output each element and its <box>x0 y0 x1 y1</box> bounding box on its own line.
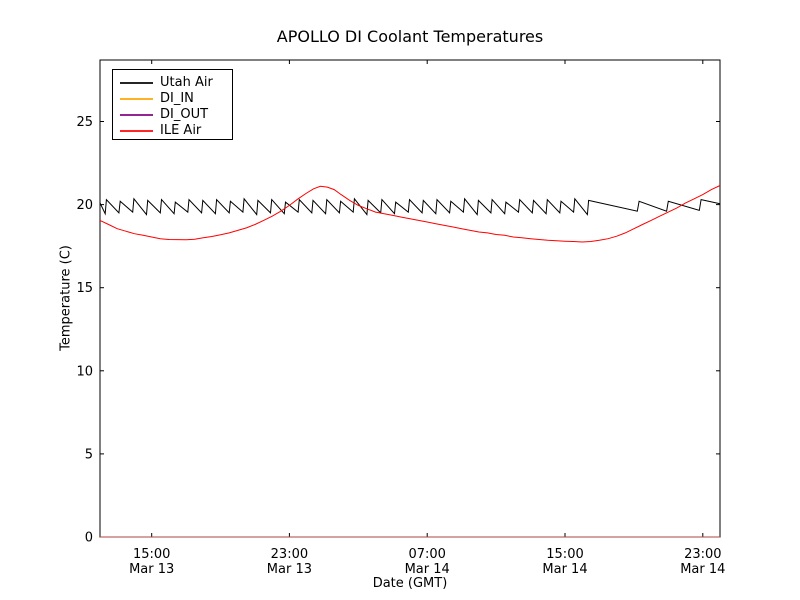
legend-line-utah-air <box>120 82 153 84</box>
x-tick-time-label: 23:00 <box>684 547 721 562</box>
legend-line-ile-air <box>120 130 153 132</box>
series-line-utah-air <box>99 197 721 216</box>
legend-item-ile-air: ILE Air <box>113 123 232 139</box>
y-tick-label: 20 <box>76 198 93 213</box>
x-tick-date-label: Mar 14 <box>542 562 587 577</box>
x-tick-time-label: 23:00 <box>271 547 308 562</box>
chart-title: APOLLO DI Coolant Temperatures <box>276 27 544 46</box>
legend: Utah Air DI_IN DI_OUT ILE Air <box>112 69 233 140</box>
legend-item-di-in: DI_IN <box>113 91 232 107</box>
x-tick-date-label: Mar 14 <box>680 562 725 577</box>
x-tick-date-label: Mar 13 <box>267 562 312 577</box>
legend-label-di-out: DI_OUT <box>160 107 209 122</box>
legend-item-utah-air: Utah Air <box>113 75 232 91</box>
x-tick-time-label: 07:00 <box>408 547 445 562</box>
legend-line-di-out <box>120 114 153 116</box>
y-tick-label: 10 <box>76 364 93 379</box>
y-tick-label: 15 <box>76 281 93 296</box>
y-tick-label: 5 <box>85 447 93 462</box>
x-tick-date-label: Mar 14 <box>405 562 450 577</box>
y-tick-label: 0 <box>85 531 93 546</box>
legend-label-di-in: DI_IN <box>160 91 194 106</box>
x-tick-time-label: 15:00 <box>546 547 583 562</box>
series-line-ile-air <box>99 185 721 243</box>
legend-label-utah-air: Utah Air <box>160 75 213 90</box>
x-tick-time-label: 15:00 <box>133 547 170 562</box>
y-tick-label: 25 <box>76 115 93 130</box>
y-axis-label: Temperature (C) <box>58 245 74 351</box>
x-tick-date-label: Mar 13 <box>129 562 174 577</box>
legend-item-di-out: DI_OUT <box>113 107 232 123</box>
x-axis-label: Date (GMT) <box>372 576 448 591</box>
legend-label-ile-air: ILE Air <box>160 123 202 138</box>
legend-line-di-in <box>120 98 153 100</box>
